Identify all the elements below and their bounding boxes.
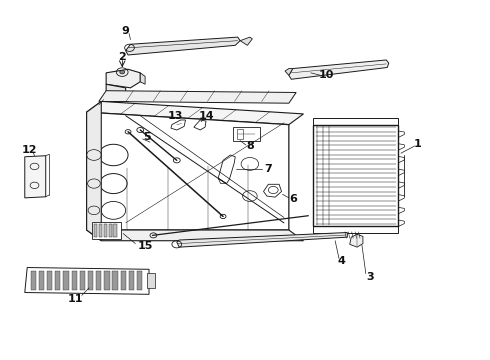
Text: 4: 4 xyxy=(338,256,345,266)
Text: 7: 7 xyxy=(265,164,272,174)
Bar xyxy=(233,127,260,141)
Polygon shape xyxy=(99,91,296,103)
Text: 3: 3 xyxy=(367,272,374,282)
Polygon shape xyxy=(25,267,149,294)
Bar xyxy=(104,224,107,237)
Text: 13: 13 xyxy=(168,111,183,121)
Text: 5: 5 xyxy=(143,132,150,142)
Text: 1: 1 xyxy=(414,139,422,149)
Bar xyxy=(313,226,398,233)
Bar xyxy=(237,129,243,139)
Bar xyxy=(104,271,110,290)
Bar xyxy=(94,224,98,237)
Text: 9: 9 xyxy=(122,26,129,36)
Text: 2: 2 xyxy=(119,53,126,63)
Text: 10: 10 xyxy=(319,70,335,80)
Bar xyxy=(99,224,102,237)
Bar xyxy=(129,271,134,290)
Polygon shape xyxy=(350,234,363,247)
Bar xyxy=(114,224,117,237)
Text: 6: 6 xyxy=(289,194,296,203)
Polygon shape xyxy=(140,73,145,84)
Polygon shape xyxy=(106,84,125,96)
Bar xyxy=(72,271,77,290)
Bar xyxy=(313,118,398,125)
Bar xyxy=(147,273,155,288)
Bar xyxy=(55,271,60,290)
Polygon shape xyxy=(87,102,303,125)
Bar xyxy=(109,224,112,237)
Polygon shape xyxy=(125,37,240,55)
Text: 11: 11 xyxy=(68,294,83,303)
Polygon shape xyxy=(289,60,389,79)
Polygon shape xyxy=(87,102,101,241)
Bar xyxy=(313,125,398,226)
Polygon shape xyxy=(285,68,293,75)
Text: 8: 8 xyxy=(246,141,254,151)
Polygon shape xyxy=(106,69,140,88)
Text: 15: 15 xyxy=(137,241,153,251)
Text: 12: 12 xyxy=(22,145,37,155)
Circle shape xyxy=(120,70,124,74)
Polygon shape xyxy=(177,233,347,247)
Polygon shape xyxy=(25,156,46,198)
Polygon shape xyxy=(87,230,303,241)
Bar xyxy=(63,271,69,290)
Bar xyxy=(47,271,52,290)
Bar xyxy=(112,271,118,290)
Bar xyxy=(80,271,85,290)
Text: 14: 14 xyxy=(198,111,214,121)
Bar xyxy=(30,271,36,290)
Bar xyxy=(92,222,121,239)
Polygon shape xyxy=(240,37,252,45)
Bar xyxy=(96,271,101,290)
Bar xyxy=(137,271,142,290)
Bar xyxy=(121,271,126,290)
Bar xyxy=(88,271,93,290)
Bar xyxy=(39,271,44,290)
Polygon shape xyxy=(87,112,289,230)
